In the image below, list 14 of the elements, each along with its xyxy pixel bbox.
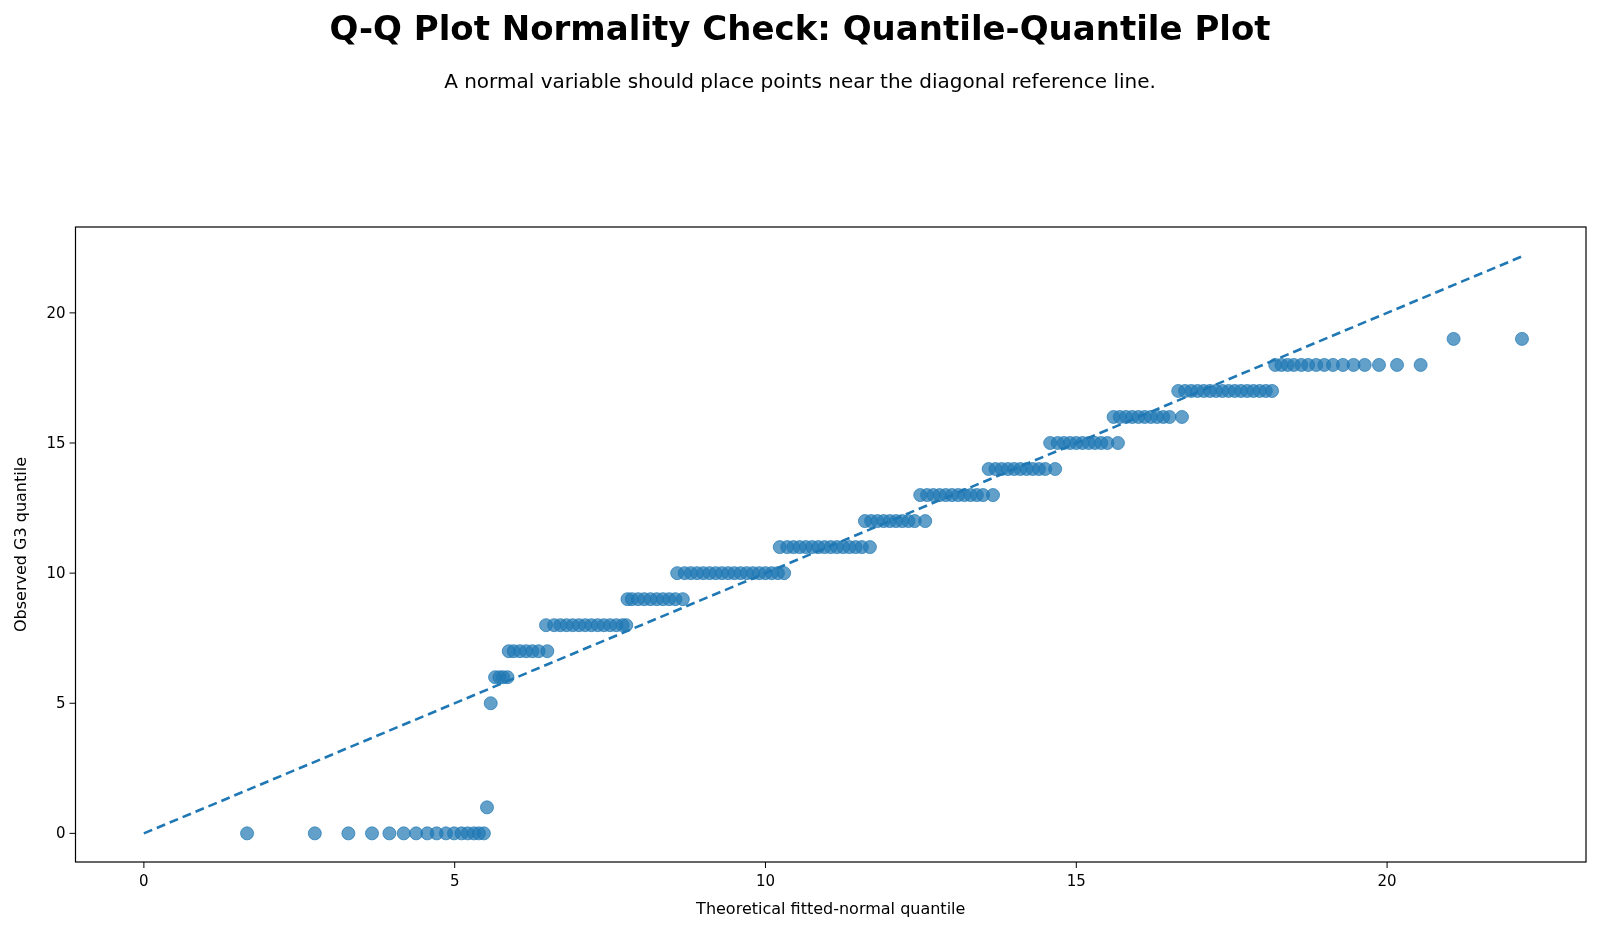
y-tick-label: 20	[46, 303, 66, 322]
x-tick-label: 5	[449, 872, 460, 890]
y-axis-title: Observed G3 quantile	[11, 457, 30, 632]
x-axis-title: Theoretical fitted-normal quantile	[695, 899, 966, 918]
y-tick-label: 10	[46, 564, 66, 583]
chart-subtitle: A normal variable should place points near the diagonal reference line.	[444, 69, 1156, 93]
y-tick-label: 5	[55, 694, 66, 713]
y-tick-label: 15	[46, 434, 66, 452]
x-tick-label: 20	[1377, 872, 1397, 890]
x-tick-label: 15	[1066, 872, 1086, 890]
y-tick-label: 0	[55, 824, 66, 843]
x-tick-label: 10	[755, 872, 776, 890]
x-tick-label: 0	[139, 872, 149, 890]
chart-title: Q-Q Plot Normality Check: Quantile-Quantile Plot	[329, 8, 1271, 48]
